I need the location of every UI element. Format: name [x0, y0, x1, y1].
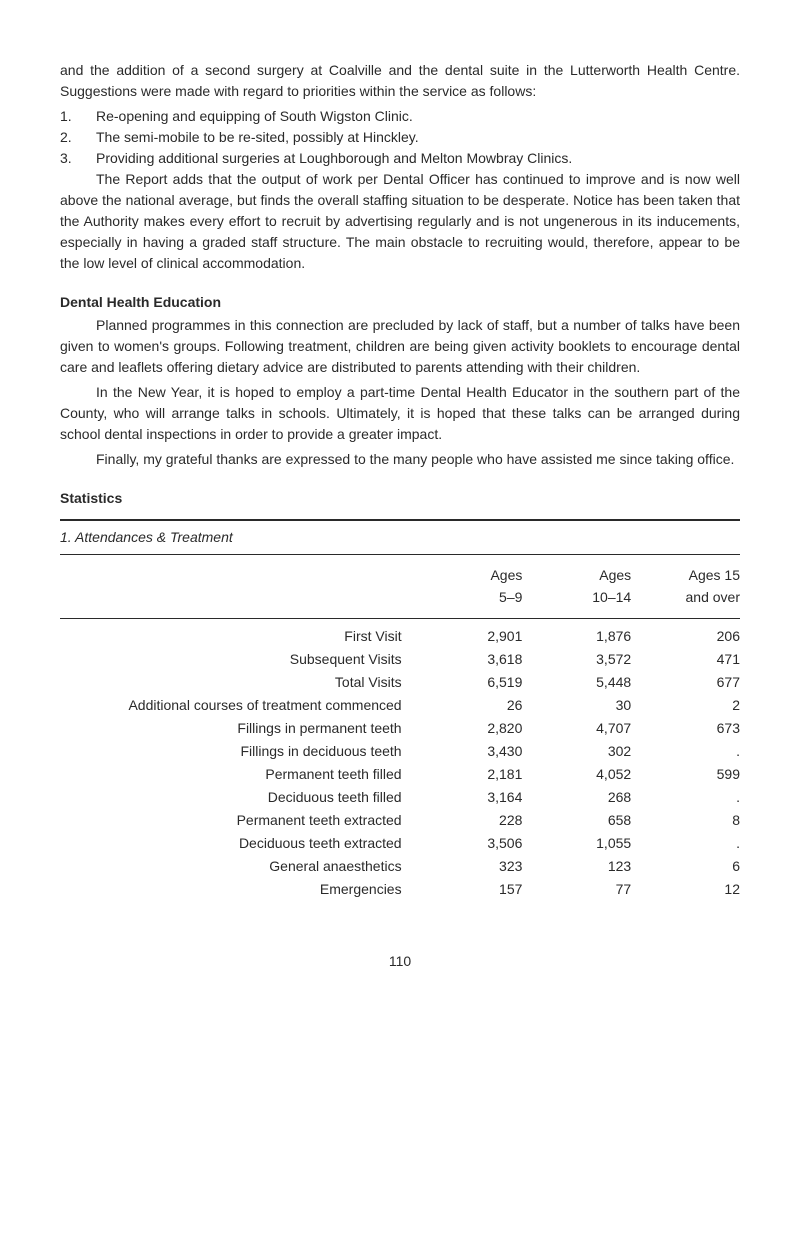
intro-paragraph: and the addition of a second surgery at …	[60, 60, 740, 102]
dhe-paragraph-3: Finally, my grateful thanks are expresse…	[60, 449, 740, 470]
list-number: 3.	[60, 148, 96, 169]
list-text: The semi-mobile to be re-sited, possibly…	[96, 127, 740, 148]
row-value-ages-15-over: 6	[631, 855, 740, 878]
list-text: Re-opening and equipping of South Wigsto…	[96, 106, 740, 127]
report-paragraph: The Report adds that the output of work …	[60, 169, 740, 274]
row-label: Fillings in permanent teeth	[60, 717, 414, 740]
row-label: Total Visits	[60, 671, 414, 694]
page-number: 110	[60, 951, 740, 972]
attendances-table-body: First Visit2,9011,876206Subsequent Visit…	[60, 625, 740, 901]
row-value-ages-5-9: 3,430	[414, 740, 523, 763]
header-line-1: Ages 15	[689, 567, 740, 583]
table-header-ages-5-9: Ages 5–9	[414, 561, 523, 612]
table-row: Fillings in permanent teeth2,8204,707673	[60, 717, 740, 740]
table-row: Fillings in deciduous teeth3,430302.	[60, 740, 740, 763]
row-value-ages-15-over: 471	[631, 648, 740, 671]
header-line-1: Ages	[490, 567, 522, 583]
table-row: Total Visits6,5195,448677	[60, 671, 740, 694]
row-value-ages-5-9: 228	[414, 809, 523, 832]
table-header-blank	[60, 561, 414, 612]
table-title: 1. Attendances & Treatment	[60, 527, 740, 548]
list-item-2: 2. The semi-mobile to be re-sited, possi…	[60, 127, 740, 148]
dhe-paragraph-1: Planned programmes in this connection ar…	[60, 315, 740, 378]
row-value-ages-15-over: 206	[631, 625, 740, 648]
table-header-row: Ages 5–9 Ages 10–14 Ages 15 and over	[60, 561, 740, 612]
row-value-ages-10-14: 3,572	[522, 648, 631, 671]
row-label: Deciduous teeth filled	[60, 786, 414, 809]
table-row: General anaesthetics3231236	[60, 855, 740, 878]
dhe-paragraph-2: In the New Year, it is hoped to employ a…	[60, 382, 740, 445]
list-number: 1.	[60, 106, 96, 127]
row-value-ages-15-over: 12	[631, 878, 740, 901]
rule-under-header	[60, 618, 740, 619]
table-header-ages-15-over: Ages 15 and over	[631, 561, 740, 612]
row-value-ages-15-over: .	[631, 740, 740, 763]
row-value-ages-10-14: 268	[522, 786, 631, 809]
row-value-ages-5-9: 6,519	[414, 671, 523, 694]
row-label: Emergencies	[60, 878, 414, 901]
row-value-ages-5-9: 157	[414, 878, 523, 901]
row-value-ages-10-14: 30	[522, 694, 631, 717]
dhe-heading: Dental Health Education	[60, 292, 740, 313]
header-line-2: 5–9	[499, 589, 522, 605]
table-row: First Visit2,9011,876206	[60, 625, 740, 648]
row-value-ages-5-9: 3,506	[414, 832, 523, 855]
row-value-ages-5-9: 3,164	[414, 786, 523, 809]
row-value-ages-15-over: 673	[631, 717, 740, 740]
table-row: Deciduous teeth filled3,164268.	[60, 786, 740, 809]
row-label: Deciduous teeth extracted	[60, 832, 414, 855]
row-value-ages-10-14: 4,052	[522, 763, 631, 786]
list-item-1: 1. Re-opening and equipping of South Wig…	[60, 106, 740, 127]
rule-top	[60, 519, 740, 521]
row-label: Permanent teeth filled	[60, 763, 414, 786]
row-value-ages-10-14: 123	[522, 855, 631, 878]
statistics-heading: Statistics	[60, 488, 740, 509]
row-value-ages-15-over: 8	[631, 809, 740, 832]
header-line-2: 10–14	[592, 589, 631, 605]
table-row: Emergencies1577712	[60, 878, 740, 901]
row-value-ages-5-9: 3,618	[414, 648, 523, 671]
row-value-ages-15-over: 599	[631, 763, 740, 786]
row-label: Fillings in deciduous teeth	[60, 740, 414, 763]
row-value-ages-5-9: 323	[414, 855, 523, 878]
row-label: General anaesthetics	[60, 855, 414, 878]
table-row: Permanent teeth extracted2286588	[60, 809, 740, 832]
header-line-2: and over	[686, 589, 740, 605]
row-label: Permanent teeth extracted	[60, 809, 414, 832]
table-row: Subsequent Visits3,6183,572471	[60, 648, 740, 671]
list-item-3: 3. Providing additional surgeries at Lou…	[60, 148, 740, 169]
row-value-ages-10-14: 5,448	[522, 671, 631, 694]
row-value-ages-5-9: 26	[414, 694, 523, 717]
row-value-ages-10-14: 658	[522, 809, 631, 832]
row-value-ages-15-over: 677	[631, 671, 740, 694]
row-value-ages-10-14: 302	[522, 740, 631, 763]
table-row: Deciduous teeth extracted3,5061,055.	[60, 832, 740, 855]
row-value-ages-15-over: .	[631, 786, 740, 809]
row-value-ages-10-14: 1,055	[522, 832, 631, 855]
row-value-ages-15-over: 2	[631, 694, 740, 717]
row-value-ages-10-14: 1,876	[522, 625, 631, 648]
attendances-table: Ages 5–9 Ages 10–14 Ages 15 and over	[60, 561, 740, 612]
row-value-ages-10-14: 77	[522, 878, 631, 901]
row-label: Additional courses of treatment commence…	[60, 694, 414, 717]
list-number: 2.	[60, 127, 96, 148]
table-row: Permanent teeth filled2,1814,052599	[60, 763, 740, 786]
table-header-ages-10-14: Ages 10–14	[522, 561, 631, 612]
row-value-ages-5-9: 2,901	[414, 625, 523, 648]
row-value-ages-5-9: 2,181	[414, 763, 523, 786]
table-row: Additional courses of treatment commence…	[60, 694, 740, 717]
row-label: First Visit	[60, 625, 414, 648]
row-value-ages-5-9: 2,820	[414, 717, 523, 740]
row-value-ages-10-14: 4,707	[522, 717, 631, 740]
row-value-ages-15-over: .	[631, 832, 740, 855]
list-text: Providing additional surgeries at Loughb…	[96, 148, 740, 169]
header-line-1: Ages	[599, 567, 631, 583]
row-label: Subsequent Visits	[60, 648, 414, 671]
rule-under-title	[60, 554, 740, 555]
